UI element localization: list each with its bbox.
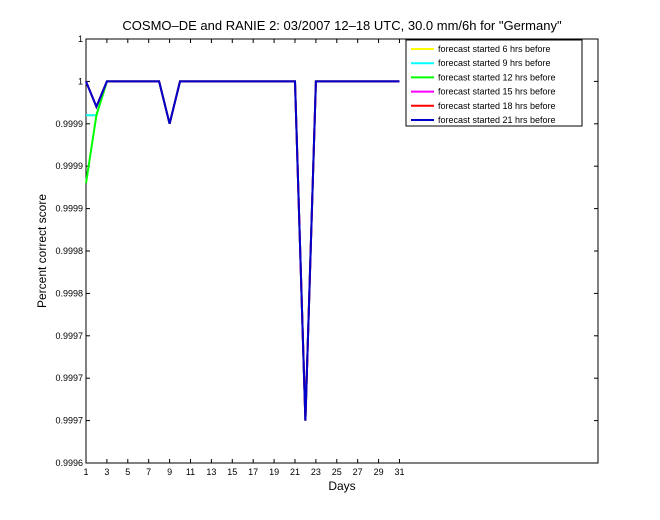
y-tick-label: 0.9999 (55, 204, 83, 214)
legend-label: forecast started 6 hrs before (438, 44, 551, 54)
x-tick-label: 19 (269, 467, 279, 477)
x-tick-label: 21 (290, 467, 300, 477)
x-tick-label: 31 (394, 467, 404, 477)
legend-label: forecast started 21 hrs before (438, 115, 556, 125)
legend-label: forecast started 18 hrs before (438, 101, 556, 111)
x-tick-label: 27 (353, 467, 363, 477)
chart-title: COSMO–DE and RANIE 2: 03/2007 12–18 UTC,… (122, 18, 562, 33)
y-tick-label: 0.9998 (55, 246, 83, 256)
series-lines (85, 80, 400, 421)
legend-label: forecast started 9 hrs before (438, 58, 551, 68)
y-tick-label: 0.9997 (55, 331, 83, 341)
y-tick-label: 0.9997 (55, 416, 83, 426)
legend-label: forecast started 15 hrs before (438, 87, 556, 97)
x-tick-label: 5 (125, 467, 130, 477)
x-tick-label: 13 (206, 467, 216, 477)
x-axis-title: Days (328, 479, 355, 493)
y-tick-label: 0.9997 (55, 373, 83, 383)
x-tick-label: 15 (227, 467, 237, 477)
x-tick-label: 3 (104, 467, 109, 477)
y-tick-label: 0.9996 (55, 458, 83, 468)
y-tick-label: 0.9999 (55, 119, 83, 129)
y-axis-title: Percent correct score (35, 194, 49, 308)
x-tick-label: 11 (186, 467, 195, 477)
legend-label: forecast started 12 hrs before (438, 72, 556, 82)
x-tick-label: 29 (374, 467, 384, 477)
y-tick-label: 0.9998 (55, 288, 83, 298)
x-tick-label: 17 (248, 467, 258, 477)
x-tick-label: 1 (83, 467, 88, 477)
x-tick-label: 9 (167, 467, 172, 477)
legend-box (405, 39, 583, 127)
y-tick-label: 1 (78, 76, 83, 86)
legend: forecast started 6 hrs before forecast st… (405, 39, 583, 127)
series-line (85, 80, 400, 421)
x-tick-label: 23 (311, 467, 321, 477)
x-tick-label: 7 (146, 467, 151, 477)
y-tick-label: 0.9999 (55, 161, 83, 171)
x-axis-ticks: 1 3 5 7 9 11 13 15 17 19 21 23 25 27 29 31 (83, 39, 404, 477)
y-axis-ticks: 0.9996 0.9997 0.9997 0.9997 0.9998 0.9998 0.99… (55, 34, 598, 468)
x-tick-label: 25 (332, 467, 342, 477)
y-tick-label: 1 (78, 34, 83, 44)
